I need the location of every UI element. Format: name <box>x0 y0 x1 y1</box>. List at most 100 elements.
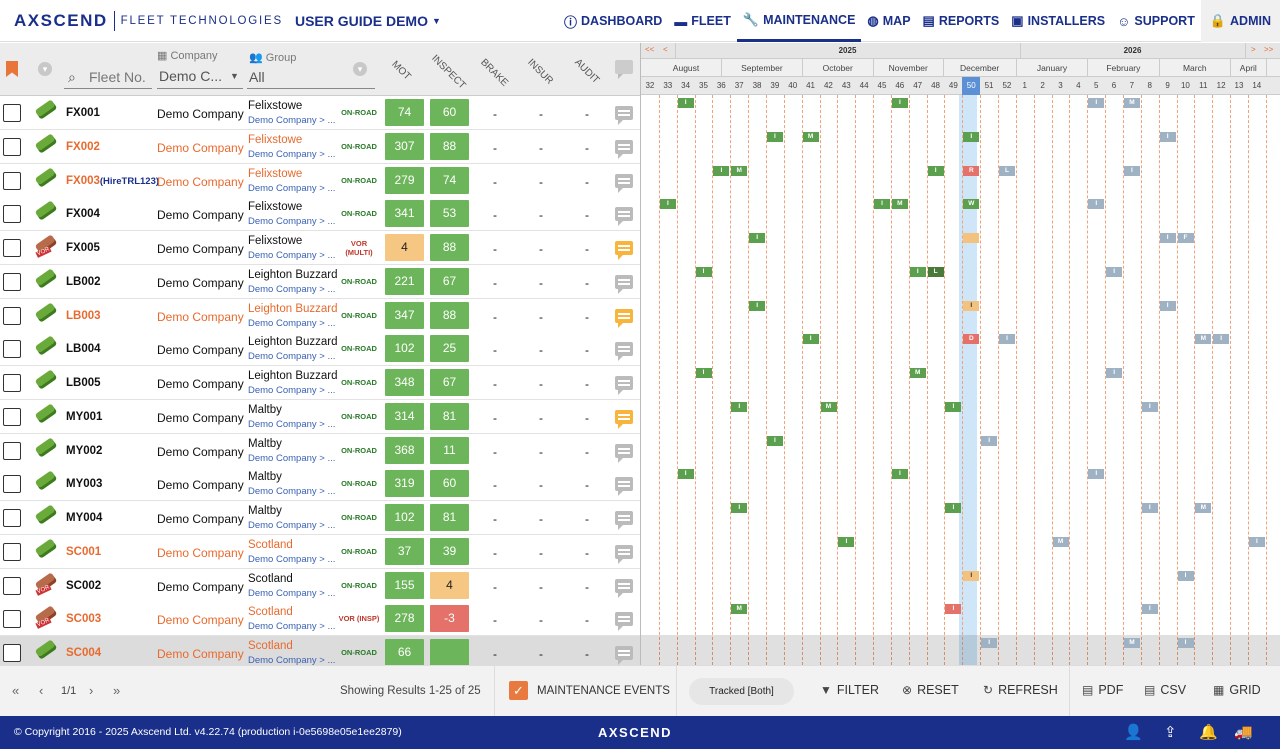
calendar-first-button[interactable]: << <box>645 45 655 54</box>
week-39[interactable]: 39 <box>770 81 780 90</box>
grid-button[interactable]: ▦ GRID <box>1213 683 1261 697</box>
row-checkbox[interactable] <box>3 239 21 257</box>
pdf-button[interactable]: ▤ PDF <box>1082 683 1123 697</box>
row-checkbox[interactable] <box>3 273 21 291</box>
table-row[interactable]: LB004 Demo Company Leighton Buzzard Demo Co… <box>0 332 640 366</box>
notes-icon[interactable] <box>615 410 633 429</box>
calendar-event[interactable]: I <box>766 131 783 142</box>
week-9[interactable]: 9 <box>1165 81 1170 90</box>
table-row[interactable]: MY004 Demo Company Maltby Demo Company > ..… <box>0 501 640 535</box>
calendar-event[interactable]: I <box>1177 638 1194 648</box>
notes-icon[interactable] <box>615 579 633 598</box>
user-shield-icon[interactable]: 👤 <box>1124 724 1143 741</box>
group-path[interactable]: Demo Company > ... <box>248 554 336 565</box>
next-page-button[interactable]: › <box>89 683 94 698</box>
calendar-event[interactable]: I <box>1213 334 1230 345</box>
fleet-number[interactable]: FX001 <box>66 107 100 119</box>
week-33[interactable]: 33 <box>663 81 673 90</box>
calendar-event[interactable]: I <box>713 165 730 176</box>
calendar-event[interactable]: I <box>838 536 855 547</box>
fleet-search-input[interactable]: Fleet No. <box>89 69 146 85</box>
inspect-cell[interactable]: 88 <box>430 234 469 261</box>
csv-button[interactable]: ▤ CSV <box>1144 683 1186 697</box>
week-14[interactable]: 14 <box>1252 81 1262 90</box>
notes-icon[interactable] <box>615 612 633 631</box>
calendar-event[interactable]: L <box>927 266 944 277</box>
inspect-cell[interactable]: 74 <box>430 167 469 194</box>
row-checkbox[interactable] <box>3 172 21 190</box>
notes-icon[interactable] <box>615 545 633 564</box>
col-header-insur[interactable]: INSUR <box>525 57 556 87</box>
table-row[interactable]: FX002 Demo Company Felixstowe Demo Company … <box>0 130 640 164</box>
nav-map[interactable]: ◍ MAP <box>861 0 916 42</box>
week-1[interactable]: 1 <box>1022 81 1027 90</box>
chevron-down-icon[interactable]: ▾ <box>353 62 367 76</box>
refresh-button[interactable]: ↻ REFRESH <box>983 683 1058 697</box>
row-checkbox[interactable] <box>3 340 21 358</box>
fleet-number[interactable]: MY004 <box>66 512 102 524</box>
calendar-event[interactable]: I <box>1248 536 1265 547</box>
calendar-event[interactable]: M <box>891 199 908 210</box>
mot-cell[interactable]: 74 <box>385 99 424 126</box>
group-path[interactable]: Demo Company > ... <box>248 250 336 261</box>
calendar-event[interactable]: W <box>963 199 980 210</box>
col-header-audit[interactable]: AUDIT <box>572 57 602 86</box>
calendar-event[interactable]: I <box>927 165 944 176</box>
fleet-number[interactable]: MY003 <box>66 478 102 490</box>
calendar-event[interactable]: I <box>999 334 1015 345</box>
inspect-cell[interactable]: 39 <box>430 538 469 565</box>
week-42[interactable]: 42 <box>823 81 833 90</box>
group-path[interactable]: Demo Company > ... <box>248 655 336 666</box>
calendar-event[interactable]: L <box>999 165 1015 176</box>
week-32[interactable]: 32 <box>645 81 655 90</box>
fleet-number[interactable]: LB003 <box>66 310 101 322</box>
table-row[interactable]: MY003 Demo Company Maltby Demo Company > ..… <box>0 467 640 501</box>
calendar-event[interactable]: I <box>1159 300 1176 311</box>
nav-fleet[interactable]: ▬ FLEET <box>668 0 737 42</box>
inspect-cell[interactable]: 60 <box>430 99 469 126</box>
notes-icon[interactable] <box>615 140 633 159</box>
inspect-cell[interactable]: 53 <box>430 200 469 227</box>
fleet-number[interactable]: LB004 <box>66 343 101 355</box>
week-44[interactable]: 44 <box>859 81 869 90</box>
week-36[interactable]: 36 <box>716 81 726 90</box>
notes-icon[interactable] <box>615 174 633 193</box>
table-row[interactable]: MY001 Demo Company Maltby Demo Company > ..… <box>0 400 640 434</box>
group-path[interactable]: Demo Company > ... <box>248 351 336 362</box>
col-header-brake[interactable]: BRAKE <box>478 57 510 89</box>
group-path[interactable]: Demo Company > ... <box>248 216 336 227</box>
mot-cell[interactable]: 341 <box>385 200 424 227</box>
group-select[interactable]: All <box>249 69 265 85</box>
calendar-event[interactable]: I <box>891 469 908 480</box>
calendar-event[interactable]: I <box>1159 131 1176 142</box>
table-row[interactable]: VOR SC003 Demo Company Scotland Demo Company… <box>0 602 640 636</box>
calendar-event[interactable]: I <box>963 300 980 311</box>
notes-icon[interactable] <box>615 275 633 294</box>
fleet-number[interactable]: FX004 <box>66 208 100 220</box>
week-12[interactable]: 12 <box>1216 81 1226 90</box>
row-checkbox[interactable] <box>3 374 21 392</box>
inspect-cell[interactable]: 4 <box>430 572 469 599</box>
group-path[interactable]: Demo Company > ... <box>248 385 336 396</box>
mot-cell[interactable]: 279 <box>385 167 424 194</box>
company-select[interactable]: Demo C... <box>159 68 223 84</box>
mot-cell[interactable]: 4 <box>385 234 424 261</box>
calendar-event[interactable]: I <box>731 401 748 412</box>
inspect-cell[interactable] <box>430 639 469 666</box>
chevron-down-icon[interactable]: ▾ <box>38 62 52 76</box>
mot-cell[interactable]: 307 <box>385 133 424 160</box>
row-checkbox[interactable] <box>3 475 21 493</box>
mot-cell[interactable]: 319 <box>385 470 424 497</box>
group-path[interactable]: Demo Company > ... <box>248 419 336 430</box>
mot-cell[interactable]: 155 <box>385 572 424 599</box>
fleet-number[interactable]: FX005 <box>66 242 100 254</box>
notes-icon[interactable] <box>615 241 633 260</box>
row-checkbox[interactable] <box>3 442 21 460</box>
week-43[interactable]: 43 <box>841 81 851 90</box>
table-row[interactable]: MY002 Demo Company Maltby Demo Company > ..… <box>0 434 640 468</box>
maintenance-events-checkbox[interactable]: ✓ <box>509 681 528 700</box>
calendar-event[interactable]: M <box>1123 98 1140 108</box>
week-37[interactable]: 37 <box>734 81 744 90</box>
week-52[interactable]: 52 <box>1002 81 1012 90</box>
fleet-number[interactable]: LB002 <box>66 276 101 288</box>
